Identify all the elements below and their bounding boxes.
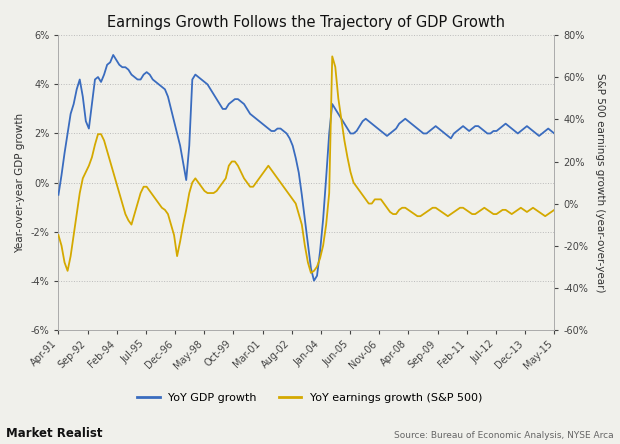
Title: Earnings Growth Follows the Trajectory of GDP Growth: Earnings Growth Follows the Trajectory o… — [107, 15, 505, 30]
Y-axis label: S&P 500 earnings growth (year-over-year): S&P 500 earnings growth (year-over-year) — [595, 73, 605, 292]
Text: Market Realist: Market Realist — [6, 427, 103, 440]
Legend: YoY GDP growth, YoY earnings growth (S&P 500): YoY GDP growth, YoY earnings growth (S&P… — [133, 388, 487, 407]
Text: Source: Bureau of Economic Analysis, NYSE Arca: Source: Bureau of Economic Analysis, NYS… — [394, 431, 614, 440]
Y-axis label: Year-over-year GDP growth: Year-over-year GDP growth — [15, 112, 25, 253]
